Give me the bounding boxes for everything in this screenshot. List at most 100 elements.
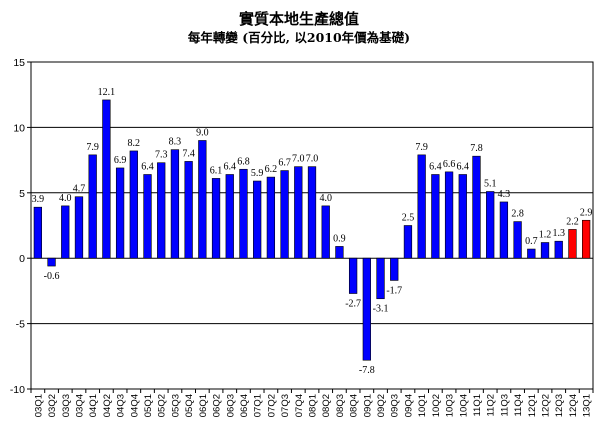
data-label-10Q3: 6.6 bbox=[443, 159, 456, 170]
x-tick-label-08Q1: 08Q1 bbox=[308, 394, 319, 417]
data-label-11Q2: 5.1 bbox=[484, 178, 497, 189]
y-tick-label: 5 bbox=[19, 188, 25, 200]
x-tick-label-06Q3: 06Q3 bbox=[225, 394, 236, 417]
x-tick-label-11Q1: 11Q1 bbox=[472, 394, 483, 417]
x-tick-label-08Q3: 08Q3 bbox=[335, 394, 346, 417]
x-tick-label-06Q2: 06Q2 bbox=[212, 394, 223, 417]
data-label-06Q1: 9.0 bbox=[196, 127, 209, 138]
x-tick-label-11Q2: 11Q2 bbox=[486, 394, 497, 417]
data-label-07Q4: 7.0 bbox=[292, 154, 305, 165]
x-tick-label-10Q4: 10Q4 bbox=[458, 394, 469, 417]
data-label-04Q4: 8.2 bbox=[128, 138, 141, 149]
x-tick-label-11Q4: 11Q4 bbox=[513, 394, 524, 417]
bar-12Q1 bbox=[527, 248, 536, 259]
x-tick-label-12Q1: 12Q1 bbox=[527, 394, 538, 417]
x-tick-label-12Q3: 12Q3 bbox=[554, 394, 565, 417]
data-label-03Q1: 3.9 bbox=[32, 194, 45, 205]
y-tick-label: -5 bbox=[16, 319, 25, 331]
bar-06Q4 bbox=[239, 168, 248, 259]
bar-07Q2 bbox=[266, 176, 276, 259]
data-label-09Q2: -3.1 bbox=[373, 304, 389, 315]
bar-04Q2 bbox=[102, 99, 111, 259]
data-label-08Q2: 4.0 bbox=[319, 193, 332, 204]
bar-04Q4 bbox=[129, 150, 138, 259]
bars bbox=[33, 99, 591, 361]
bar-11Q2 bbox=[486, 191, 495, 259]
data-label-10Q1: 7.9 bbox=[415, 142, 428, 153]
x-tick-label-06Q1: 06Q1 bbox=[198, 394, 209, 417]
x-tick-label-04Q4: 04Q4 bbox=[129, 394, 140, 417]
x-tick-label-03Q3: 03Q3 bbox=[61, 394, 72, 417]
x-tick-label-05Q2: 05Q2 bbox=[157, 394, 168, 417]
chart-title: 實質本地生產總值 bbox=[238, 10, 359, 28]
bar-10Q1 bbox=[417, 154, 426, 259]
data-label-05Q1: 6.4 bbox=[141, 161, 154, 172]
data-label-09Q3: -1.7 bbox=[386, 285, 402, 296]
data-label-07Q3: 6.7 bbox=[278, 158, 291, 169]
y-tick-label: 15 bbox=[13, 57, 25, 69]
x-tick-label-04Q1: 04Q1 bbox=[88, 394, 99, 417]
data-label-06Q4: 6.8 bbox=[237, 156, 250, 167]
bar-09Q1 bbox=[362, 257, 371, 361]
x-tick-label-13Q1: 13Q1 bbox=[582, 394, 593, 417]
data-label-03Q4: 4.7 bbox=[73, 184, 86, 195]
data-label-04Q1: 7.9 bbox=[86, 142, 99, 153]
data-label-13Q1: 2.9 bbox=[580, 207, 593, 218]
x-tick-label-12Q2: 12Q2 bbox=[541, 394, 552, 417]
x-tick-label-08Q4: 08Q4 bbox=[349, 394, 360, 417]
bar-08Q2 bbox=[321, 205, 330, 259]
x-tick-label-12Q4: 12Q4 bbox=[568, 394, 579, 417]
bar-05Q4 bbox=[184, 161, 193, 259]
bar-11Q3 bbox=[499, 201, 509, 259]
x-tick-label-07Q2: 07Q2 bbox=[266, 394, 277, 417]
bar-04Q3 bbox=[115, 167, 125, 259]
data-label-03Q2: -0.6 bbox=[44, 271, 60, 282]
bar-03Q1 bbox=[33, 206, 42, 259]
bar-06Q2 bbox=[211, 178, 221, 259]
x-tick-label-06Q4: 06Q4 bbox=[239, 394, 250, 417]
plot-border bbox=[30, 61, 594, 390]
bar-10Q3 bbox=[444, 171, 454, 259]
x-tick-label-03Q1: 03Q1 bbox=[33, 394, 44, 417]
data-label-09Q1: -7.8 bbox=[359, 365, 375, 376]
x-tick-label-07Q1: 07Q1 bbox=[253, 394, 264, 417]
data-label-07Q1: 5.9 bbox=[251, 168, 264, 179]
bar-11Q1 bbox=[472, 155, 481, 259]
x-tick-label-04Q2: 04Q2 bbox=[102, 394, 113, 417]
bar-13Q1 bbox=[582, 219, 591, 259]
bar-06Q1 bbox=[198, 140, 207, 259]
data-label-08Q3: 0.9 bbox=[333, 233, 346, 244]
bar-09Q2 bbox=[376, 257, 385, 300]
y-tick-label: 0 bbox=[19, 253, 25, 265]
bar-10Q4 bbox=[458, 174, 467, 259]
data-label-12Q2: 1.2 bbox=[539, 230, 552, 241]
bar-07Q3 bbox=[280, 170, 289, 259]
axes bbox=[27, 61, 594, 393]
bar-05Q1 bbox=[143, 174, 152, 259]
data-label-12Q4: 2.2 bbox=[566, 216, 579, 227]
data-label-07Q2: 6.2 bbox=[265, 164, 278, 175]
x-tick-label-03Q2: 03Q2 bbox=[47, 394, 58, 417]
data-label-11Q1: 7.8 bbox=[470, 143, 483, 154]
x-tick-label-05Q4: 05Q4 bbox=[184, 394, 195, 417]
data-labels: 3.9-0.64.04.77.912.16.98.26.47.38.37.49.… bbox=[32, 87, 593, 376]
chart-subtitle: 每年轉變 (百分比, 以2010年價為基礎) bbox=[187, 30, 411, 45]
bar-03Q4 bbox=[74, 196, 84, 259]
bar-07Q1 bbox=[253, 180, 262, 259]
bar-09Q4 bbox=[403, 225, 413, 259]
data-label-12Q1: 0.7 bbox=[525, 236, 538, 247]
data-label-06Q3: 6.4 bbox=[224, 161, 237, 172]
x-tick-label-10Q2: 10Q2 bbox=[431, 394, 442, 417]
data-label-05Q2: 7.3 bbox=[155, 150, 168, 161]
bar-05Q2 bbox=[157, 162, 166, 259]
x-tick-label-08Q2: 08Q2 bbox=[321, 394, 332, 417]
x-tick-label-05Q3: 05Q3 bbox=[170, 394, 181, 417]
y-tick-label: 10 bbox=[13, 122, 25, 134]
x-tick-label-10Q3: 10Q3 bbox=[445, 394, 456, 417]
bar-12Q2 bbox=[540, 242, 550, 259]
bar-08Q1 bbox=[307, 166, 317, 259]
data-label-12Q3: 1.3 bbox=[552, 228, 565, 239]
bar-09Q3 bbox=[390, 257, 399, 281]
